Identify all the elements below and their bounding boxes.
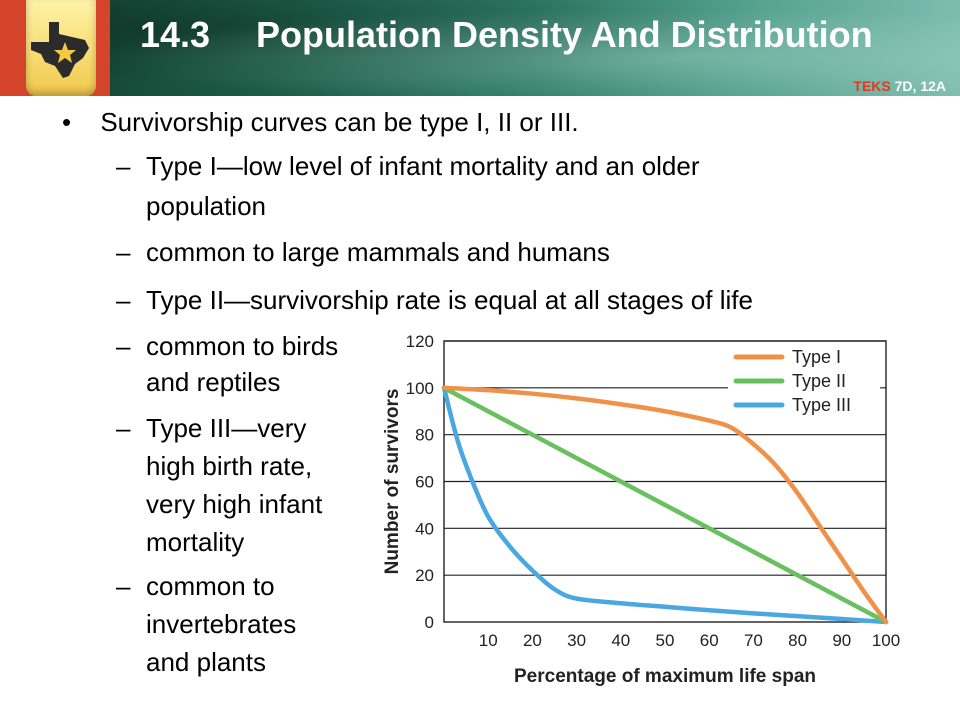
item-2-line-1: common to large mammals and humans — [146, 237, 610, 267]
legend-label-type-iii: Type III — [792, 395, 851, 415]
dash-6: – — [116, 571, 131, 601]
x-tick-label-100: 100 — [872, 631, 900, 650]
series-line-type-i — [441, 385, 889, 625]
texas-star-icon — [31, 22, 89, 78]
bullet-dot: • — [62, 107, 72, 137]
main-bullet: • Survivorship curves can be type I, II … — [62, 106, 579, 138]
dash-2: – — [116, 237, 131, 267]
x-axis-label: Percentage of maximum life span — [514, 666, 816, 687]
teks-prefix: TEKS — [853, 78, 891, 94]
item-6-line-1: common to — [146, 571, 275, 601]
item-4-line-1: common to birds — [146, 331, 339, 361]
legend-label-type-i: Type I — [792, 347, 841, 367]
item-5-line-4: mortality — [146, 527, 245, 557]
bullet-text: Survivorship curves can be type I, II or… — [100, 107, 579, 137]
x-tick-label-30: 30 — [567, 631, 586, 650]
dash-1: – — [116, 151, 131, 181]
x-tick-label-60: 60 — [700, 631, 719, 650]
item-5-line-3: very high infant — [146, 489, 323, 519]
dash-5: – — [116, 413, 131, 443]
header-banner — [0, 0, 960, 96]
series-line-type-iii — [441, 385, 889, 625]
legend-label-type-ii: Type II — [792, 371, 846, 391]
y-tick-label-80: 80 — [415, 426, 434, 445]
x-tick-label-20: 20 — [523, 631, 542, 650]
item-6-line-3: and plants — [146, 647, 266, 677]
item-5-line-1: Type III—very — [146, 413, 307, 443]
y-tick-label-20: 20 — [415, 566, 434, 585]
y-tick-label-100: 100 — [406, 379, 434, 398]
x-tick-label-90: 90 — [832, 631, 851, 650]
item-3-line-1: Type II—survivorship rate is equal at al… — [146, 285, 753, 315]
teks-codes: 7D, 12A — [894, 78, 946, 94]
item-4-line-2: and reptiles — [146, 367, 281, 397]
item-1-line-1: Type I—low level of infant mortality and… — [146, 151, 700, 181]
teks-label: TEKS 7D, 12A — [853, 78, 946, 94]
y-tick-label-120: 120 — [406, 332, 434, 351]
logo-panel — [0, 0, 110, 96]
dash-3: – — [116, 285, 131, 315]
logo-tile — [26, 0, 96, 96]
slide-title: Population Density And Distribution — [256, 14, 873, 55]
section-number: 14.3 — [140, 14, 211, 55]
x-tick-label-40: 40 — [611, 631, 630, 650]
dash-4: – — [116, 331, 131, 361]
x-tick-label-50: 50 — [656, 631, 675, 650]
item-1-line-2: population — [146, 191, 266, 221]
survivorship-chart: 0 20 40 60 80 100 120 10 20 30 40 50 60 70 80 90 100 Perc… — [382, 332, 900, 687]
y-tick-label-40: 40 — [415, 519, 434, 538]
y-tick-label-0: 0 — [425, 613, 434, 632]
item-6-line-2: invertebrates — [146, 609, 297, 639]
x-tick-label-70: 70 — [744, 631, 763, 650]
x-tick-label-10: 10 — [479, 631, 498, 650]
y-axis-label: Number of survivors — [382, 389, 403, 575]
x-tick-label-80: 80 — [788, 631, 807, 650]
plot-frame — [443, 340, 887, 623]
y-tick-label-60: 60 — [415, 473, 434, 492]
item-5-line-2: high birth rate, — [146, 451, 313, 481]
series-line-type-ii — [441, 385, 889, 625]
